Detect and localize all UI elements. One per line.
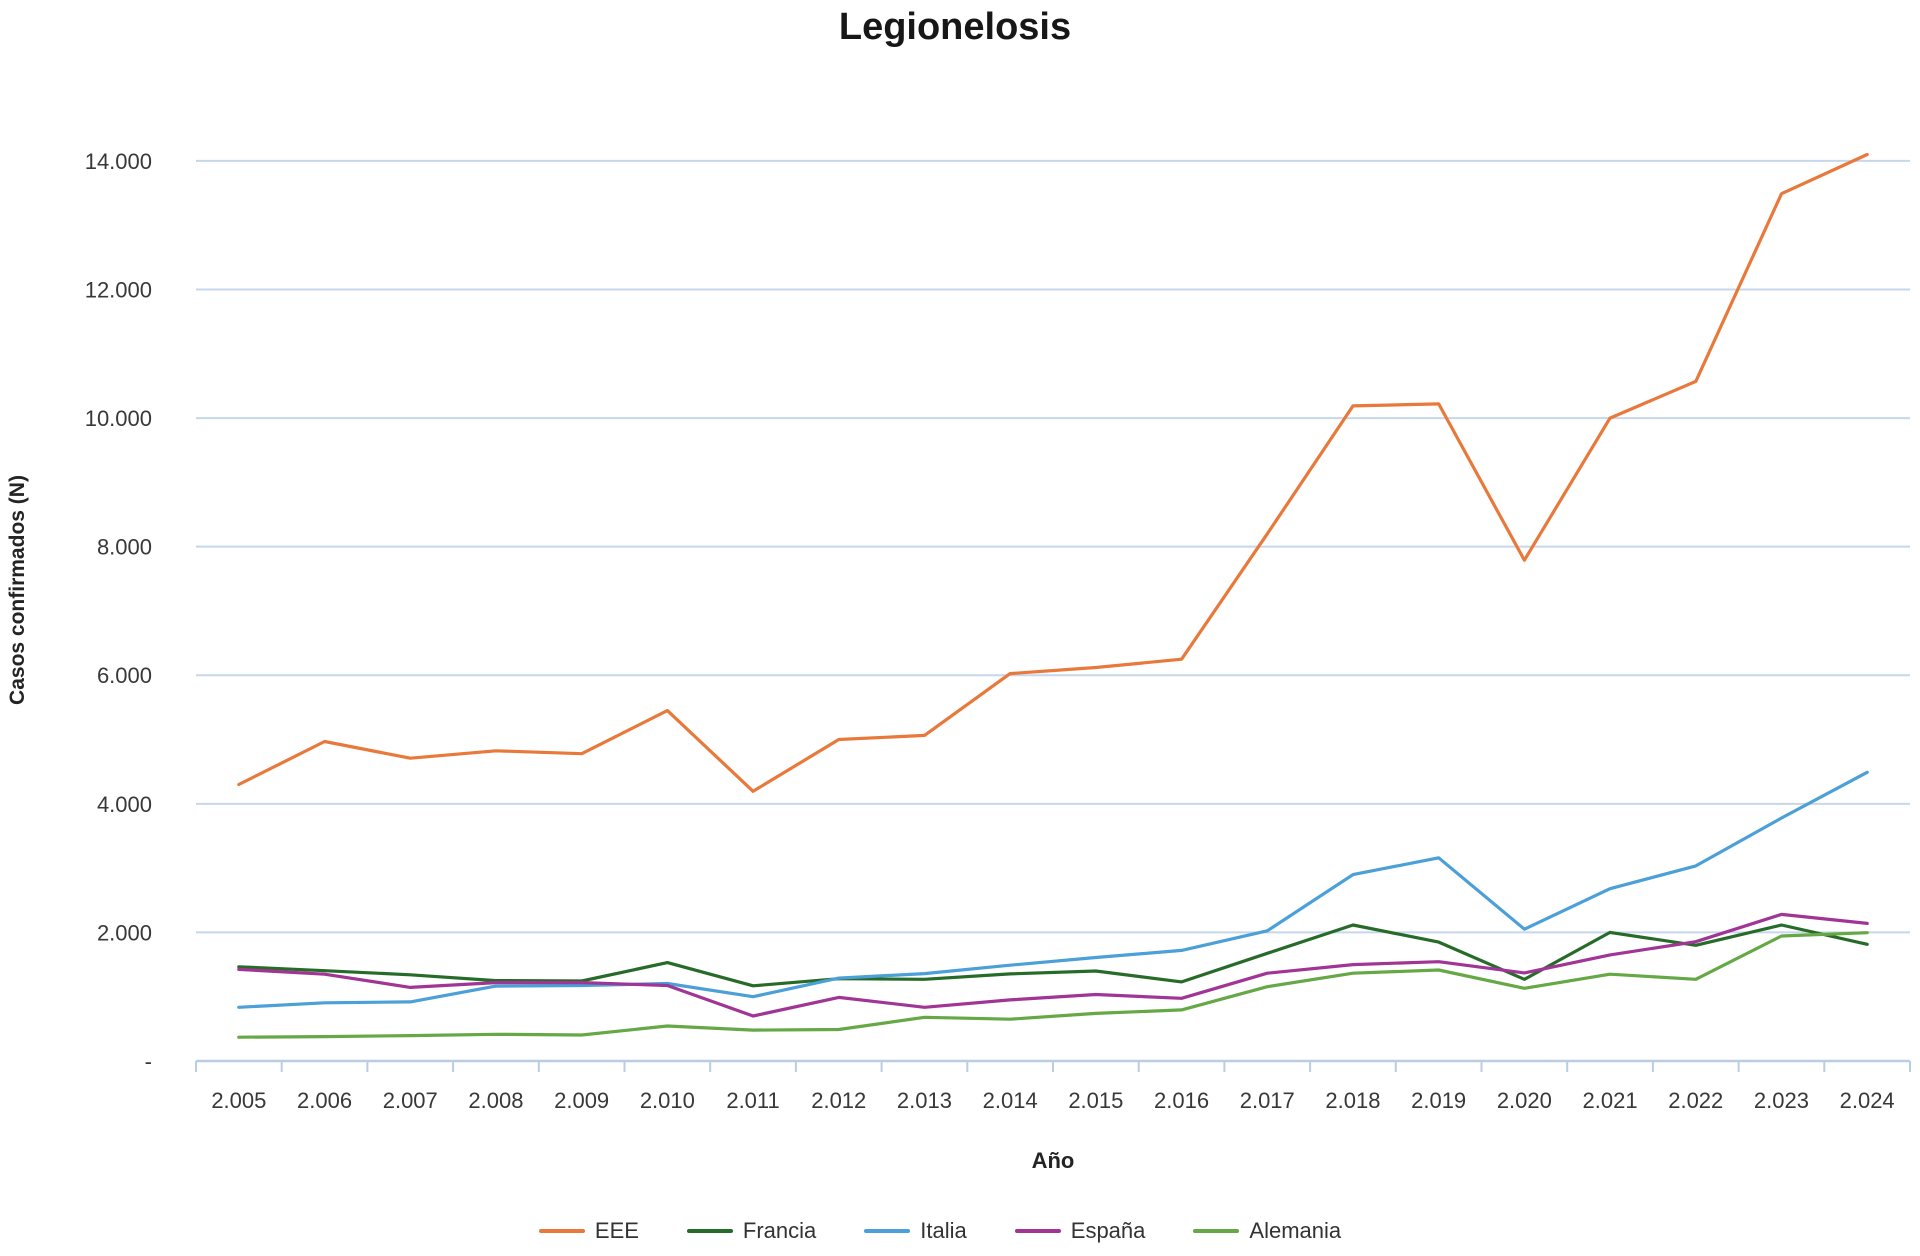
- y-tick-label: -: [145, 1049, 152, 1074]
- x-tick-label: 2.017: [1240, 1088, 1295, 1113]
- legend: EEE Francia Italia España Alemania: [0, 1218, 1880, 1244]
- legend-item-España: España: [1014, 1218, 1146, 1244]
- legend-swatch-EEE: [538, 1229, 585, 1233]
- y-tick-label: 4.000: [97, 792, 152, 817]
- legend-swatch-Alemania: [1193, 1229, 1240, 1233]
- legend-swatch-Italia: [864, 1229, 911, 1233]
- x-tick-label: 2.006: [297, 1088, 352, 1113]
- series-line-EEE: [237, 152, 1869, 793]
- y-tick-label: 6.000: [97, 663, 152, 688]
- x-tick-label: 2.023: [1754, 1088, 1809, 1113]
- series-line-Alemania: [237, 931, 1869, 1039]
- y-tick-label: 8.000: [97, 535, 152, 560]
- legend-item-Alemania: Alemania: [1193, 1218, 1341, 1244]
- x-tick-label: 2.021: [1583, 1088, 1638, 1113]
- x-tick-label: 2.020: [1497, 1088, 1552, 1113]
- x-tick-label: 2.016: [1154, 1088, 1209, 1113]
- x-tick-label: 2.010: [640, 1088, 695, 1113]
- y-axis-title: Casos confirmados (N): [6, 475, 29, 705]
- x-tick-label: 2.013: [897, 1088, 952, 1113]
- series-line-Italia: [237, 770, 1869, 1009]
- y-tick-label: 12.000: [85, 277, 152, 302]
- x-tick-label: 2.005: [211, 1088, 266, 1113]
- legend-label: Francia: [742, 1218, 817, 1243]
- x-tick-label: 2.011: [726, 1088, 779, 1113]
- chart-title: Legionelosis: [838, 6, 1072, 48]
- x-tick-label: 2.012: [811, 1088, 866, 1113]
- legend-label: EEE: [594, 1218, 639, 1243]
- x-axis-title: Año: [1031, 1148, 1075, 1173]
- x-tick-label: 2.009: [554, 1088, 609, 1113]
- x-tick-label: 2.022: [1668, 1088, 1723, 1113]
- x-tick-label: 2.015: [1068, 1088, 1123, 1113]
- x-tick-label: 2.007: [383, 1088, 438, 1113]
- y-tick-label: 10.000: [85, 406, 152, 431]
- legend-label: España: [1070, 1218, 1146, 1243]
- legend-label: Italia: [920, 1218, 967, 1243]
- legend-swatch-Francia: [686, 1229, 733, 1233]
- x-tick-label: 2.008: [468, 1088, 523, 1113]
- x-tick-label: 2.018: [1325, 1088, 1380, 1113]
- series-line-Francia: [237, 923, 1869, 988]
- y-tick-label: 14.000: [85, 149, 152, 174]
- legend-label: Alemania: [1249, 1218, 1342, 1243]
- x-tick-label: 2.014: [983, 1088, 1038, 1113]
- x-tick-label: 2.024: [1840, 1088, 1895, 1113]
- legend-item-EEE: EEE: [538, 1218, 639, 1244]
- series-line-España: [237, 912, 1869, 1018]
- x-tick-label: 2.019: [1411, 1088, 1466, 1113]
- legend-item-Italia: Italia: [864, 1218, 967, 1244]
- legend-swatch-España: [1014, 1229, 1061, 1233]
- y-tick-label: 2.000: [97, 920, 152, 945]
- legend-item-Francia: Francia: [686, 1218, 817, 1244]
